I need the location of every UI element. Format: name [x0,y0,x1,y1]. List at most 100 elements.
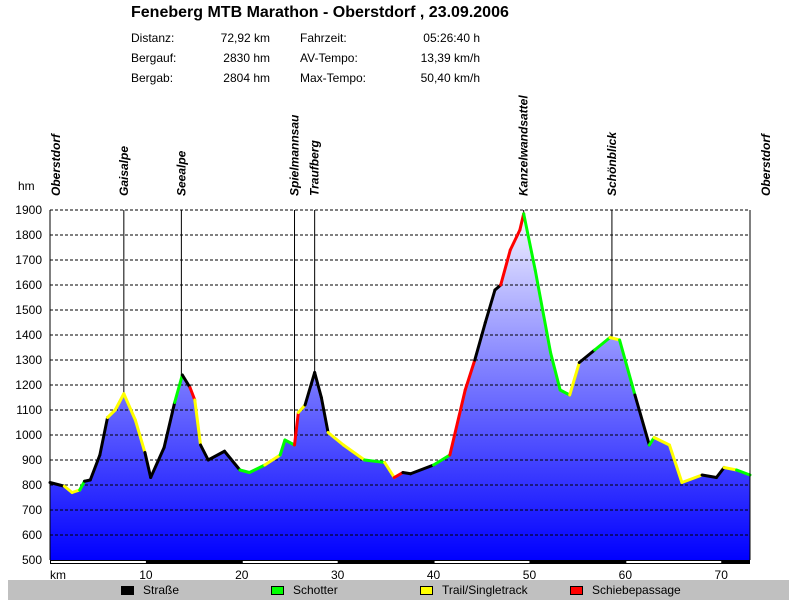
profile-segment-road [303,371,317,407]
profile-segment-trail [608,336,622,342]
x-tick-label: 10 [139,568,153,582]
y-tick-label: 1100 [16,403,42,417]
profile-segment-road [88,453,102,482]
legend-swatch [271,585,284,595]
landmark-label: Seealpe [174,150,188,196]
profile-segment-gravel [238,468,251,474]
profile-segment-road [149,446,166,479]
profile-segment-road [206,449,227,462]
y-tick-label: 1600 [15,278,42,292]
y-axis-label: hm [18,179,35,193]
profile-segment-gravel [173,373,184,404]
x-axis-label: km [50,568,66,582]
y-tick-label: 1700 [15,253,42,267]
avg-speed-label: AV-Tempo: [300,51,358,65]
y-tick-label: 1400 [15,328,42,342]
y-tick-label: 700 [22,503,42,517]
x-tick-label: 40 [427,568,441,582]
ascent-label: Bergauf: [131,51,177,65]
profile-segment-road [483,288,497,324]
profile-segment-road [143,451,153,479]
landmark-label: Kanzelwandsattel [517,95,531,196]
profile-segment-gravel [593,336,612,352]
legend-swatch [570,585,583,595]
profile-segment-push [293,411,300,447]
profile-segment-road [162,401,177,449]
legend-label: Schiebepassage [592,583,681,597]
profile-segment-gravel [283,438,297,447]
legend: Straße Schotter Trail/Singletrack Schiebepa… [8,580,789,600]
profile-segment-gravel [247,463,267,474]
time-label: Fahrzeit: [300,31,347,45]
landmark-label: Schönblick [605,131,619,196]
profile-segment-push [463,358,477,392]
profile-segment-road [180,373,192,389]
y-tick-label: 500 [22,553,42,567]
legend-item-trail: Trail/Singletrack [420,583,528,597]
profile-segment-road [633,393,651,447]
y-tick-label: 1300 [15,353,42,367]
profile-segment-push [392,471,405,479]
profile-segment-push [448,388,467,457]
profile-segment-road [409,463,436,476]
y-tick-label: 600 [22,528,42,542]
profile-segment-road [199,443,210,462]
landmark-label: Gaisalpe [117,146,131,196]
profile-segment-push [188,386,197,402]
profile-segment-trail [113,392,126,412]
x-tick-label: 20 [235,568,249,582]
profile-segment-gravel [549,351,562,392]
y-tick-label: 1500 [15,303,42,317]
y-tick-label: 1000 [15,428,42,442]
profile-segment-trail [326,431,345,447]
descent-value: 2804 hm [223,71,270,85]
x-tick-label: 70 [715,568,729,582]
profile-segment-road [473,321,487,362]
y-tick-label: 1900 [15,203,42,217]
landmark-label: Oberstdorf [49,133,63,196]
x-axis-segment [626,561,722,563]
profile-segment-trail [193,398,203,447]
distance-label: Distanz: [131,31,175,45]
distance-value: 72,92 km [220,31,270,45]
profile-segment-gravel [618,338,637,397]
x-axis-bar [50,560,750,564]
profile-segment-trail [341,443,367,462]
profile-segment-gravel [533,268,553,354]
profile-segment-trail [383,461,396,479]
ascent-value: 2830 hm [223,51,270,65]
profile-segment-trail [652,436,671,447]
y-tick-label: 800 [22,478,42,492]
profile-segment-road [98,416,110,457]
profile-segment-trail [296,403,307,414]
profile-segment-gravel [78,479,87,492]
profile-segment-trail [722,466,739,472]
legend-item-gravel: Schotter [271,583,338,597]
landmark-label: Traufberg [308,140,322,196]
profile-segment-gravel [522,212,537,272]
x-tick-label: 30 [331,568,345,582]
legend-item-push: Schiebepassage [570,583,681,597]
legend-swatch [121,585,134,595]
profile-segment-road [714,466,726,479]
chart-title: Feneberg MTB Marathon - Oberstdorf , 23.… [131,4,509,21]
time-value: 05:26:40 h [423,31,480,45]
descent-label: Bergab: [131,71,174,85]
profile-segment-push [499,248,512,287]
profile-segment-trail [680,473,704,484]
profile-segment-road [223,449,242,472]
profile-segment-trail [133,418,147,454]
profile-segment-trail [106,408,117,419]
max-speed-value: 50,40 km/h [420,71,480,85]
legend-label: Straße [143,583,180,597]
profile-segment-gravel [278,438,287,457]
profile-segment-gravel [363,458,387,464]
landmark-label: Oberstdorf [759,133,773,196]
x-axis-segment [434,561,530,563]
profile-segment-gravel [432,453,452,467]
y-tick-label: 900 [22,453,42,467]
profile-segment-push [508,228,522,252]
landmark-label: Spielmannsau [288,114,302,196]
x-axis-segment [242,561,338,563]
profile-segment-gravel [558,388,572,397]
